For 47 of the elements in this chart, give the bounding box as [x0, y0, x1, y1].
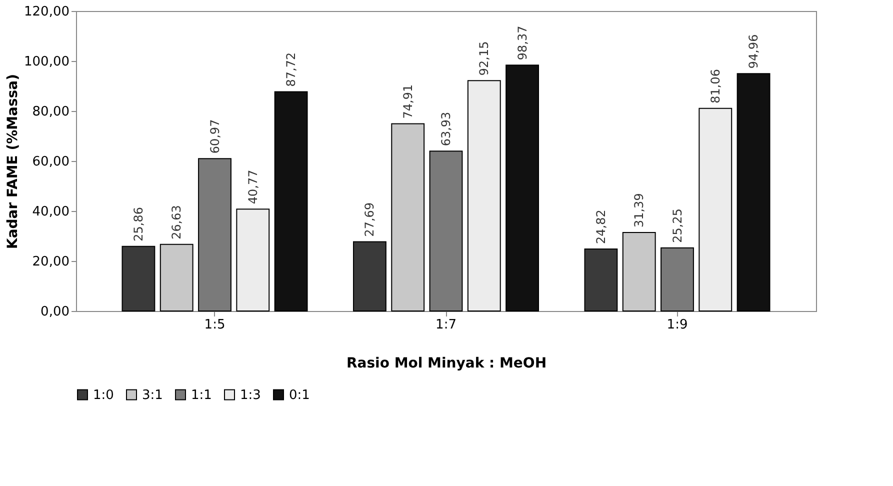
data-label: 24,82 [594, 210, 608, 244]
y-tick-label: 120,00 [24, 4, 70, 20]
bar [198, 158, 232, 312]
y-tick-label: 0,00 [40, 304, 70, 320]
legend-label: 3:1 [142, 388, 163, 403]
legend-label: 1:3 [240, 388, 261, 403]
data-label: 60,97 [208, 119, 222, 154]
bar [698, 108, 732, 312]
x-tick-label: 1:9 [666, 318, 688, 332]
bar [736, 73, 770, 312]
legend-label: 1:0 [93, 388, 114, 403]
data-label: 27,69 [362, 202, 377, 237]
bar [467, 80, 501, 312]
x-axis-title: Rasio Mol Minyak : MeOH [346, 356, 547, 372]
data-label: 25,86 [131, 206, 146, 242]
data-label: 87,72 [284, 52, 298, 87]
data-label: 40,77 [246, 170, 260, 204]
legend-label: 1:1 [191, 388, 212, 403]
data-label: 81,06 [708, 68, 722, 104]
data-label: 31,39 [632, 193, 646, 228]
x-tick-label: 1:5 [204, 318, 226, 332]
y-axis-title: Kadar FAME (%Massa) [5, 74, 22, 250]
data-label: 26,63 [170, 205, 184, 240]
data-label: 98,37 [515, 26, 530, 60]
x-tick-label: 1:7 [436, 318, 456, 332]
data-label: 63,93 [439, 112, 453, 146]
bar [391, 123, 425, 312]
data-label: 92,15 [477, 41, 492, 76]
bar [660, 247, 694, 312]
bar [353, 241, 386, 312]
bar [160, 244, 194, 312]
bar [122, 246, 156, 312]
bar [429, 150, 463, 312]
bar [584, 248, 618, 312]
y-tick-label: 100,00 [24, 54, 70, 70]
y-tick-label: 20,00 [32, 254, 70, 270]
data-label: 94,96 [746, 34, 761, 69]
bar [506, 64, 539, 312]
bar [236, 208, 270, 312]
data-label: 74,91 [400, 84, 415, 119]
y-tick-label: 40,00 [32, 204, 70, 220]
data-label: 25,25 [670, 208, 684, 243]
bar [622, 232, 656, 312]
y-tick-label: 60,00 [32, 154, 70, 170]
legend-label: 0:1 [289, 388, 310, 403]
bar [274, 91, 308, 312]
y-tick-label: 80,00 [32, 104, 70, 120]
